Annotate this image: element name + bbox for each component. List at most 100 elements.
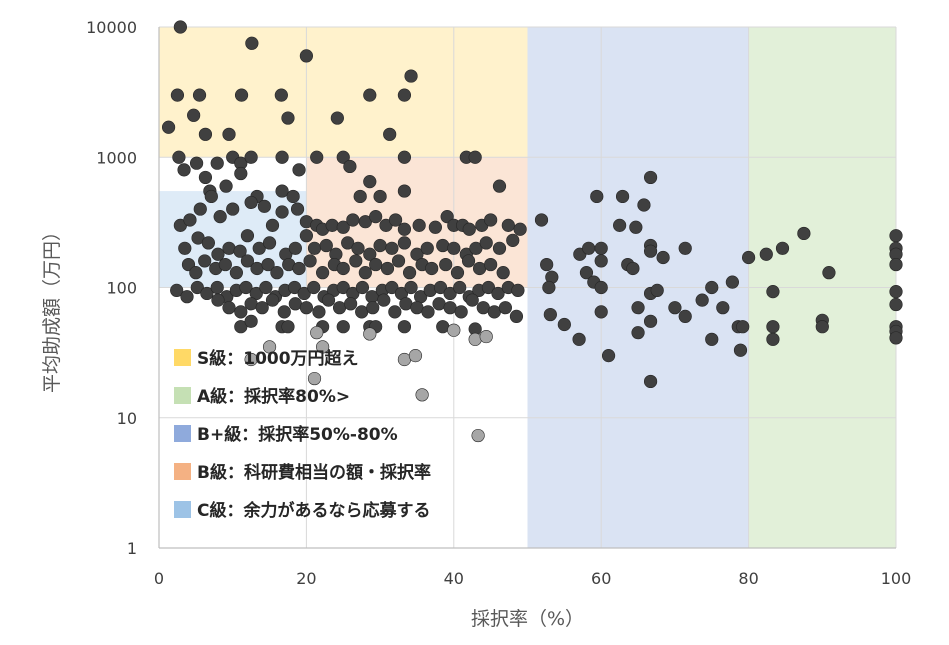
legend-label: B級：科研費相当の額・採択率	[197, 462, 431, 483]
data-point	[402, 266, 417, 280]
data-point	[388, 305, 402, 319]
data-point	[425, 261, 439, 276]
data-point	[288, 241, 302, 255]
y-tick-label: 1000	[96, 148, 137, 167]
data-point	[631, 326, 645, 340]
data-point	[766, 332, 780, 346]
data-point	[281, 111, 295, 125]
data-point	[259, 280, 273, 295]
data-point	[534, 213, 549, 227]
y-axis-title: 平均助成額（万円）	[41, 222, 63, 393]
data-point	[355, 305, 369, 319]
data-point	[332, 301, 347, 315]
data-point	[822, 266, 836, 280]
data-point	[189, 266, 203, 280]
data-point	[733, 343, 748, 357]
data-point	[388, 213, 403, 227]
data-point	[290, 202, 305, 216]
data-point	[349, 254, 363, 268]
data-point	[383, 127, 397, 141]
data-point	[277, 305, 291, 319]
data-point	[281, 320, 295, 334]
data-point	[369, 210, 383, 224]
data-point	[797, 226, 811, 241]
data-point	[421, 305, 435, 319]
data-point	[198, 254, 212, 268]
data-point	[736, 320, 750, 334]
data-point	[511, 283, 525, 298]
data-point	[465, 293, 479, 307]
data-point	[262, 236, 277, 250]
data-point	[240, 254, 255, 268]
data-point	[481, 280, 496, 295]
y-tick-label: 10000	[86, 18, 137, 37]
data-point	[397, 320, 412, 334]
data-point	[222, 241, 236, 255]
data-point	[210, 280, 224, 295]
data-point	[307, 241, 322, 255]
data-point	[678, 241, 692, 255]
data-point	[420, 241, 434, 255]
y-tick-label: 10	[117, 409, 137, 428]
data-point	[487, 305, 501, 319]
data-point	[428, 220, 442, 234]
data-point	[261, 257, 275, 272]
data-point	[454, 305, 468, 319]
data-point	[453, 280, 467, 295]
data-point	[491, 286, 505, 301]
data-point	[436, 238, 450, 253]
data-point	[244, 314, 258, 328]
data-point	[391, 254, 406, 268]
data-point	[226, 202, 240, 216]
data-points	[161, 20, 903, 443]
x-tick-label: 100	[881, 569, 912, 588]
data-point	[469, 241, 483, 255]
data-point	[542, 280, 556, 295]
data-point	[443, 286, 457, 301]
data-point	[543, 307, 557, 322]
data-point	[410, 301, 424, 315]
data-point	[637, 198, 651, 212]
legend-swatch	[174, 425, 191, 442]
data-point	[462, 222, 476, 236]
data-point	[498, 301, 512, 315]
data-point	[244, 297, 258, 311]
data-point	[433, 280, 448, 295]
data-point	[479, 329, 493, 344]
data-point	[265, 293, 280, 307]
data-point	[299, 301, 314, 315]
data-point	[741, 250, 756, 265]
x-axis-title: 採択率（%）	[471, 608, 584, 630]
data-point	[889, 297, 903, 312]
data-point	[270, 266, 284, 280]
data-point	[650, 283, 664, 298]
legend-swatch	[174, 387, 191, 404]
data-point	[513, 222, 527, 236]
data-point	[889, 257, 903, 272]
data-point	[766, 320, 780, 334]
data-point	[297, 286, 311, 301]
data-point	[234, 320, 248, 334]
legend-swatch	[174, 501, 191, 518]
data-point	[629, 220, 643, 234]
data-point	[211, 293, 225, 307]
data-point	[471, 428, 485, 443]
data-point	[336, 261, 350, 276]
data-point	[443, 301, 457, 315]
data-point	[262, 340, 277, 354]
data-point	[213, 210, 227, 224]
data-point	[170, 88, 185, 102]
data-point	[244, 150, 258, 164]
data-point	[415, 388, 429, 402]
data-point	[222, 127, 236, 141]
data-point	[180, 290, 194, 304]
data-point	[716, 301, 730, 315]
data-point	[288, 297, 302, 311]
data-point	[397, 236, 412, 250]
data-point	[336, 320, 350, 334]
data-point	[343, 159, 357, 174]
data-point	[275, 205, 289, 219]
data-point	[234, 166, 248, 181]
data-point	[506, 233, 520, 247]
data-point	[492, 241, 507, 255]
